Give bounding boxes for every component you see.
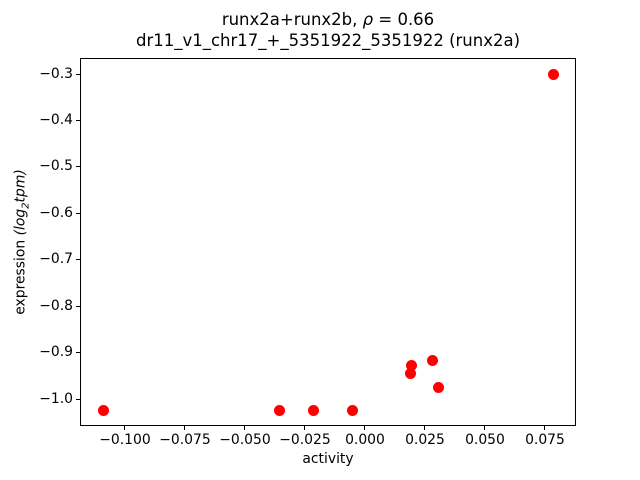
chart-title-block: runx2a+runx2b, ρ = 0.66 dr11_v1_chr17_+_… — [80, 9, 576, 51]
x-tick-label: 0.000 — [345, 432, 385, 448]
scatter-point — [406, 359, 418, 371]
scatter-point — [433, 382, 445, 394]
y-tick-label: −0.8 — [39, 297, 73, 314]
title-suffix: = 0.66 — [373, 10, 435, 29]
scatter-point — [426, 354, 438, 366]
y-tick-label: −0.5 — [39, 158, 73, 175]
x-tick-label: 0.025 — [405, 432, 445, 448]
y-axis-tick — [76, 166, 80, 168]
x-tick-label: −0.025 — [279, 432, 331, 448]
x-axis-tick — [124, 426, 126, 430]
y-axis-tick — [76, 398, 80, 400]
y-tick-label: −0.3 — [39, 65, 73, 82]
title-prefix: runx2a+runx2b, — [221, 10, 363, 29]
y-axis-label: expression (log2tpm) — [13, 169, 32, 315]
scatter-point — [307, 405, 319, 417]
x-axis-tick — [184, 426, 186, 430]
scatter-point — [347, 405, 359, 417]
scatter-point — [97, 405, 109, 417]
x-axis-tick — [244, 426, 246, 430]
scatter-point — [547, 69, 559, 81]
y-tick-label: −0.9 — [39, 344, 73, 361]
y-axis-tick — [76, 212, 80, 214]
x-tick-label: 0.075 — [525, 432, 565, 448]
x-axis-tick — [484, 426, 486, 430]
x-axis-tick — [544, 426, 546, 430]
y-axis-tick — [76, 259, 80, 261]
x-axis-tick — [364, 426, 366, 430]
plot-area — [80, 58, 576, 426]
title-rho-symbol: ρ — [362, 10, 374, 29]
x-tick-label: 0.050 — [465, 432, 505, 448]
y-tick-label: −0.6 — [39, 204, 73, 221]
x-tick-label: −0.050 — [219, 432, 271, 448]
y-tick-label: −1.0 — [39, 390, 73, 407]
x-axis-tick — [304, 426, 306, 430]
y-tick-label: −0.4 — [39, 111, 73, 128]
chart-title-line2: dr11_v1_chr17_+_5351922_5351922 (runx2a) — [135, 31, 521, 50]
x-tick-label: −0.100 — [99, 432, 151, 448]
y-axis-tick — [76, 305, 80, 307]
x-axis-label: activity — [302, 451, 354, 467]
x-axis-tick — [424, 426, 426, 430]
scatter-point — [405, 368, 417, 380]
chart-title-line1: runx2a+runx2b, ρ = 0.66 — [80, 9, 576, 30]
y-axis-tick — [76, 352, 80, 354]
y-label-math: (log2tpm) — [12, 169, 32, 236]
x-tick-label: −0.075 — [159, 432, 211, 448]
y-axis-tick — [76, 73, 80, 75]
scatter-point — [273, 405, 285, 417]
y-axis-tick — [76, 119, 80, 121]
y-tick-label: −0.7 — [39, 251, 73, 268]
